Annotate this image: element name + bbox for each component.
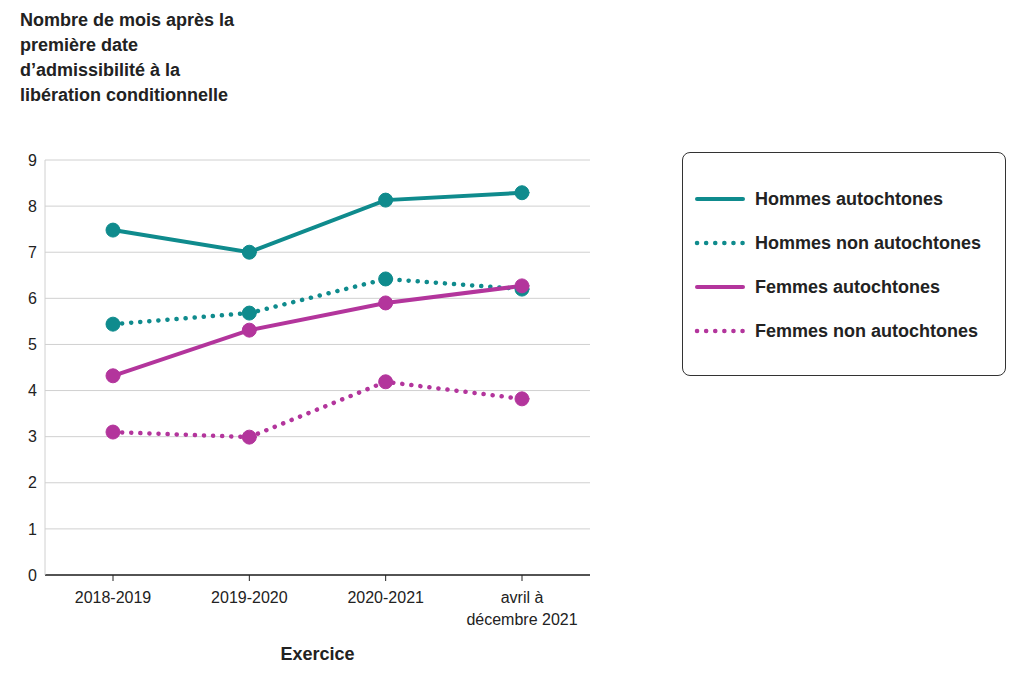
svg-text:8: 8 [28, 198, 37, 215]
svg-text:0: 0 [28, 567, 37, 584]
svg-text:2: 2 [28, 474, 37, 491]
svg-text:1: 1 [28, 521, 37, 538]
html-text:Nombre de mois après la premiè: Nombre de mois après la première date d’… [20, 10, 235, 105]
svg-text:5: 5 [28, 336, 37, 353]
svg-text:2019-2020: 2019-2020 [211, 589, 288, 606]
svg-text:9: 9 [28, 152, 37, 169]
html-text:Hommes autochtones: Hommes autochtones [755, 188, 943, 209]
svg-text:2018-2019: 2018-2019 [75, 589, 152, 606]
html-text:Femmes autochtones: Femmes autochtones [755, 276, 940, 297]
html-text:Femmes non autochtones: Femmes non autochtones [755, 320, 978, 341]
svg-text:7: 7 [28, 244, 37, 261]
svg-text:3: 3 [28, 428, 37, 445]
svg-text:4: 4 [28, 382, 37, 399]
svg-text:décembre 2021: décembre 2021 [466, 611, 577, 628]
svg-text:Exercice: Exercice [280, 644, 354, 664]
svg-text:avril à: avril à [501, 589, 544, 606]
html-text:Hommes non autochtones: Hommes non autochtones [755, 232, 981, 253]
svg-text:2020-2021: 2020-2021 [347, 589, 424, 606]
svg-text:6: 6 [28, 290, 37, 307]
